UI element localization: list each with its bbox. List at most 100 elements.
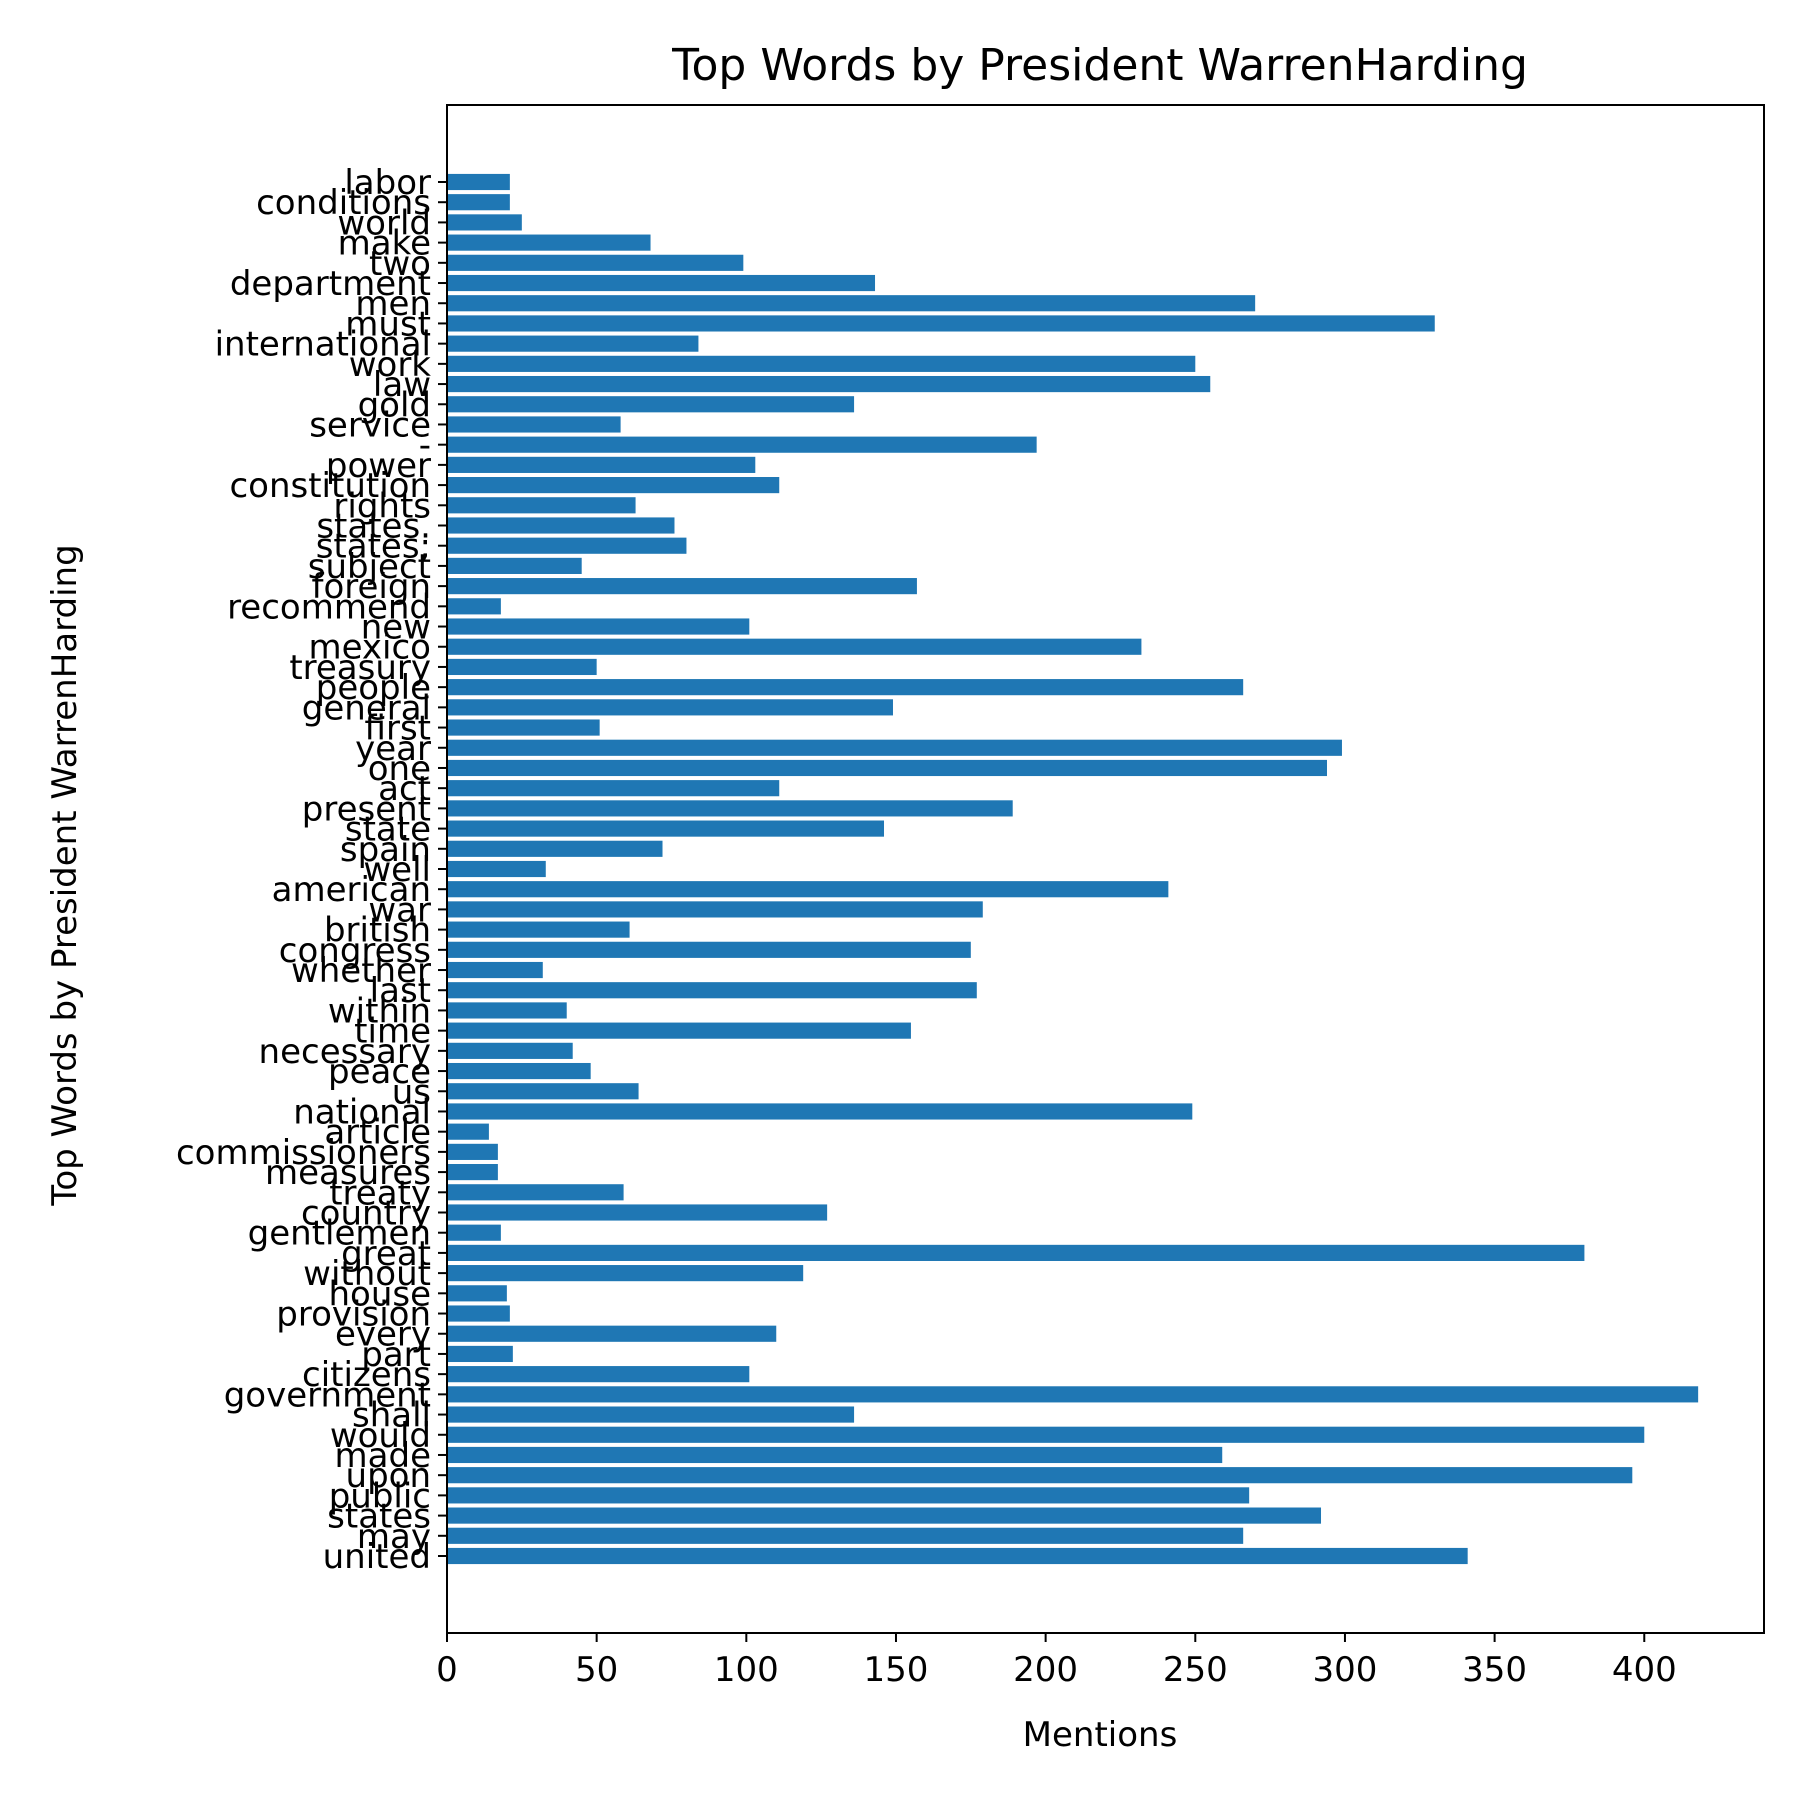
bars-layer [447,173,1699,1565]
bar-rights [447,497,636,514]
bar-us [447,1083,639,1100]
bar-service [447,416,621,433]
bar-department [447,274,876,292]
y-tick-label: present [302,789,431,829]
bar-house [447,1285,507,1302]
y-tick-label: general [302,688,431,728]
y-tick-label: recommend [227,587,431,627]
bar-general [447,699,893,716]
y-tick-label: country [301,1194,431,1234]
y-tick-label: may [357,1517,431,1557]
y-tick-label: upon [346,1456,431,1496]
y-tick-label: time [354,1012,431,1052]
y-tick-label: treasury [289,648,431,688]
y-tick-label: measures [265,1153,431,1193]
bar-present [447,800,1013,817]
y-tick-label: great [341,1234,431,1274]
bar-necessary [447,1042,573,1059]
y-tick-label: within [328,991,431,1031]
y-tick-label: us [392,1072,431,1112]
bar-international [447,335,699,352]
bar-made [447,1446,1223,1464]
y-tick-label: united [323,1537,431,1577]
bar-shall [447,1406,855,1423]
bar-war [447,901,983,918]
bar-article [447,1123,489,1140]
y-tick-label: must [345,304,431,344]
bar-spain [447,840,663,857]
bar-states [447,1507,1322,1524]
bar-american [447,881,1169,898]
bar-labor [447,173,510,191]
bar-gold [447,396,855,413]
y-tick-label: government [224,1375,431,1415]
y-tick-label: make [338,224,431,264]
bar-national [447,1103,1193,1120]
y-tick-label: work [349,345,432,385]
bar-well [447,860,546,878]
x-tick-label: 200 [1013,1650,1078,1690]
bar-congress [447,941,971,958]
bar-within [447,1002,567,1019]
bar-would [447,1426,1645,1443]
y-tick-label: states. [316,507,431,547]
bar-states; [447,537,687,554]
bar-whether [447,961,543,979]
bar-must [447,315,1435,332]
bar-country [447,1204,828,1221]
bar-people [447,679,1244,696]
chart-title: Top Words by President WarrenHarding [671,40,1528,91]
plot-frame [446,104,1765,1634]
y-tick-label: necessary [259,1032,431,1072]
x-tick-label: 50 [575,1650,618,1690]
bar-treaty [447,1184,624,1201]
bar-upon [447,1467,1633,1484]
bar-public [447,1487,1250,1504]
bar-conditions [447,194,510,211]
y-tick-label: law [373,365,431,405]
y-tick-label: first [365,709,431,749]
y-tick-label: department [230,264,431,304]
bar-recommend [447,598,501,615]
bar-without [447,1265,804,1282]
y-tick-label: without [303,1254,431,1294]
bar-citizens [447,1366,750,1383]
y-tick-label: shall [352,1396,431,1436]
y-tick-label: states [327,1497,431,1537]
bar-act [447,780,780,797]
ticks-layer: unitedmaystatespublicuponmadewouldshallg… [176,163,1677,1690]
y-tick-label: commissioners [176,1133,431,1173]
y-tick-label: public [329,1476,431,1516]
bar-last [447,982,977,999]
bar-two [447,254,744,271]
bar-new [447,618,750,635]
y-tick-label: gentlemen [248,1214,431,1254]
x-tick-label: 0 [436,1650,458,1690]
x-tick-label: 150 [864,1650,929,1690]
y-tick-label: british [324,911,431,951]
y-tick-label: year [355,729,431,769]
x-tick-label: 350 [1462,1650,1527,1690]
y-tick-label: every [335,1315,431,1355]
bar-law [447,375,1211,393]
x-tick-label: 400 [1612,1650,1677,1690]
bar-make [447,234,651,251]
y-tick-label: constitution [229,466,431,506]
y-tick-label: power [326,446,431,486]
y-tick-label: gold [358,385,431,425]
x-tick-label: 300 [1313,1650,1378,1690]
bar-may [447,1527,1244,1544]
y-tick-label: rights [333,486,431,526]
y-tick-label: - [419,426,431,466]
y-tick-label: house [328,1274,431,1314]
bar-foreign [447,578,917,595]
y-tick-label: states; [316,527,431,567]
bar-part [447,1345,513,1363]
y-tick-label: treaty [329,1173,431,1213]
bar-world [447,214,522,231]
y-tick-label: one [368,749,431,789]
y-tick-label: citizens [302,1355,431,1395]
y-axis-label: Top Words by President WarrenHarding [45,544,85,1206]
